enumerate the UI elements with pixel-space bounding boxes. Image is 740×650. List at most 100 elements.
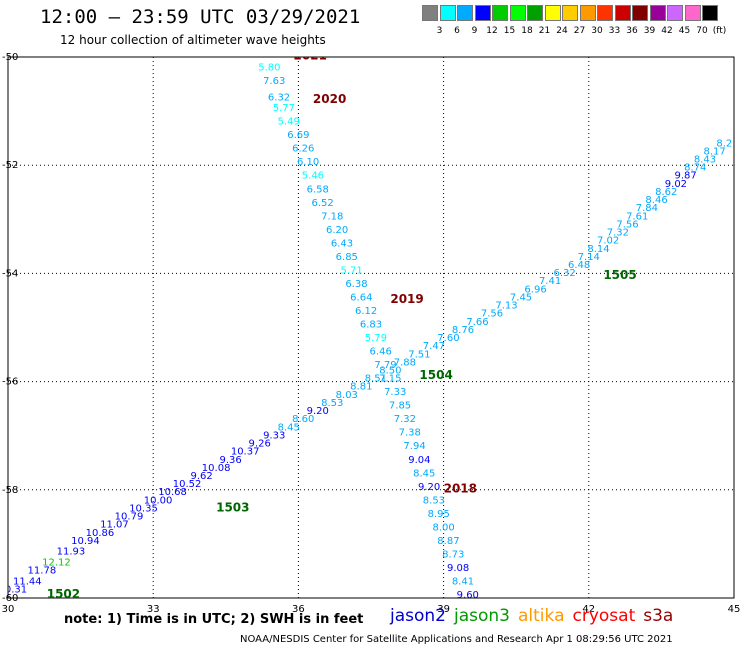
swh-data-label: 11.07 bbox=[100, 520, 129, 531]
color-swatch bbox=[509, 5, 526, 21]
color-swatch bbox=[614, 5, 631, 21]
x-tick-label: 45 bbox=[728, 604, 740, 615]
swh-data-label: 10.31 bbox=[0, 585, 27, 596]
color-scale-tick: 15 bbox=[503, 26, 516, 36]
swh-data-label: 7.63 bbox=[263, 76, 285, 87]
satellite-legend-item: cryosat bbox=[572, 606, 636, 626]
color-swatch bbox=[544, 5, 561, 21]
swh-data-label: 7.66 bbox=[466, 317, 488, 328]
swh-data-label: 7.41 bbox=[539, 276, 561, 287]
swh-data-label: 8.74 bbox=[684, 163, 706, 174]
swh-data-label: 8.87 bbox=[437, 536, 459, 547]
satellite-legend-item: jason3 bbox=[454, 606, 510, 626]
swh-data-label: 7.60 bbox=[437, 333, 459, 344]
swh-data-label: 5.79 bbox=[365, 333, 387, 344]
y-tick-label: -58 bbox=[2, 485, 18, 496]
swh-data-label: 8.50 bbox=[379, 365, 401, 376]
swh-data-label: 8.45 bbox=[278, 422, 300, 433]
swh-data-label: 9.60 bbox=[457, 590, 479, 601]
swh-data-label: 8.53 bbox=[321, 398, 343, 409]
swh-data-label: 8.81 bbox=[350, 382, 372, 393]
swh-data-label: 8.73 bbox=[442, 549, 464, 560]
color-scale-tick: 39 bbox=[643, 26, 656, 36]
track-annotation: 1505 bbox=[603, 268, 636, 282]
color-scale-tick: 45 bbox=[678, 26, 691, 36]
swh-data-label: 9.26 bbox=[249, 439, 271, 450]
swh-data-label: 10.94 bbox=[71, 536, 100, 547]
swh-data-label: 9.04 bbox=[408, 455, 430, 466]
swh-data-label: 10.52 bbox=[173, 479, 202, 490]
swh-data-label: 6.43 bbox=[331, 238, 353, 249]
swh-data-label: 8.62 bbox=[655, 187, 677, 198]
swh-data-label: 10.00 bbox=[144, 495, 173, 506]
swh-data-label: 5.49 bbox=[278, 117, 300, 128]
x-tick-label: 30 bbox=[2, 604, 15, 615]
swh-data-label: 6.46 bbox=[370, 347, 392, 358]
swh-data-label: 7.47 bbox=[423, 341, 445, 352]
color-swatch bbox=[649, 5, 666, 21]
satellite-legend-item: altika bbox=[518, 606, 565, 626]
y-tick-label: -52 bbox=[2, 160, 18, 171]
color-swatch bbox=[597, 5, 613, 21]
swh-data-label: 8.2 bbox=[716, 138, 732, 149]
swh-data-label: 8.14 bbox=[587, 244, 609, 255]
swh-data-label: 11.93 bbox=[57, 547, 86, 558]
swh-data-label: 7.79 bbox=[374, 360, 396, 371]
swh-data-label: 9.36 bbox=[220, 455, 242, 466]
track-annotation: 1502 bbox=[47, 587, 80, 601]
color-swatch bbox=[702, 5, 718, 21]
color-scale-tick: 27 bbox=[573, 26, 586, 36]
swh-data-label: 6.10 bbox=[297, 157, 319, 168]
color-swatch bbox=[562, 5, 578, 21]
x-tick-label: 42 bbox=[582, 604, 595, 615]
swh-data-label: 8.53 bbox=[423, 495, 445, 506]
swh-data-label: 6.52 bbox=[311, 198, 333, 209]
color-swatch bbox=[457, 5, 473, 21]
swh-data-label: 8.46 bbox=[645, 195, 667, 206]
swh-data-label: 9.08 bbox=[447, 563, 469, 574]
swh-data-label: 5.80 bbox=[258, 63, 280, 74]
color-swatch bbox=[667, 5, 683, 21]
swh-data-label: 11.78 bbox=[28, 566, 57, 577]
track-annotation: 1504 bbox=[419, 368, 452, 382]
color-scale-tick: 18 bbox=[521, 26, 533, 36]
swh-data-label: 6.69 bbox=[287, 130, 309, 141]
track-annotation: 2018 bbox=[444, 482, 477, 496]
swh-data-label: 8.41 bbox=[452, 576, 474, 587]
swh-data-label: 10.35 bbox=[129, 503, 158, 514]
color-scale-tick: 24 bbox=[556, 26, 568, 36]
swh-data-label: 6.64 bbox=[350, 292, 372, 303]
swh-data-label: 7.18 bbox=[321, 211, 343, 222]
swh-data-label: 6.96 bbox=[524, 284, 546, 295]
swh-data-label: 5.58 bbox=[253, 49, 275, 60]
swh-data-label: 5.71 bbox=[341, 265, 363, 276]
data-labels-group: 5.585.807.636.325.775.496.696.266.105.46… bbox=[0, 49, 732, 601]
color-scale-tick: 12 bbox=[486, 26, 498, 36]
color-swatch bbox=[422, 5, 438, 21]
swh-data-label: 7.13 bbox=[495, 301, 517, 312]
swh-data-label: 8.00 bbox=[432, 522, 454, 533]
swh-data-label: 7.94 bbox=[403, 441, 425, 452]
color-swatch bbox=[579, 5, 596, 21]
swh-data-label: 12.12 bbox=[42, 558, 71, 569]
swh-data-label: 8.60 bbox=[292, 414, 314, 425]
footer-note: note: 1) Time is in UTC; 2) SWH is in fe… bbox=[64, 612, 364, 627]
color-scale-tick: 21 bbox=[538, 26, 551, 36]
color-swatch bbox=[439, 5, 456, 21]
satellite-legend: jason2 jason3 altika cryosat s3a bbox=[390, 606, 681, 626]
swh-data-label: 8.76 bbox=[452, 325, 474, 336]
color-scale-tick: 30 bbox=[591, 26, 603, 36]
swh-data-label: 6.85 bbox=[336, 252, 358, 263]
swh-data-label: 10.68 bbox=[158, 487, 187, 498]
swh-data-label: 8.45 bbox=[413, 468, 435, 479]
swh-data-label: 6.32 bbox=[553, 268, 575, 279]
color-scale-tick: 70 bbox=[696, 26, 708, 36]
swh-data-label: 5.77 bbox=[273, 103, 295, 114]
y-tick-label: -60 bbox=[2, 593, 18, 604]
swh-data-label: 7.14 bbox=[578, 252, 600, 263]
x-tick-label: 39 bbox=[437, 604, 450, 615]
swh-data-label: 11.44 bbox=[13, 576, 42, 587]
swh-data-label: 7.56 bbox=[481, 309, 503, 320]
swh-data-label: 7.85 bbox=[389, 401, 411, 412]
swh-data-label: 7.51 bbox=[408, 349, 430, 360]
